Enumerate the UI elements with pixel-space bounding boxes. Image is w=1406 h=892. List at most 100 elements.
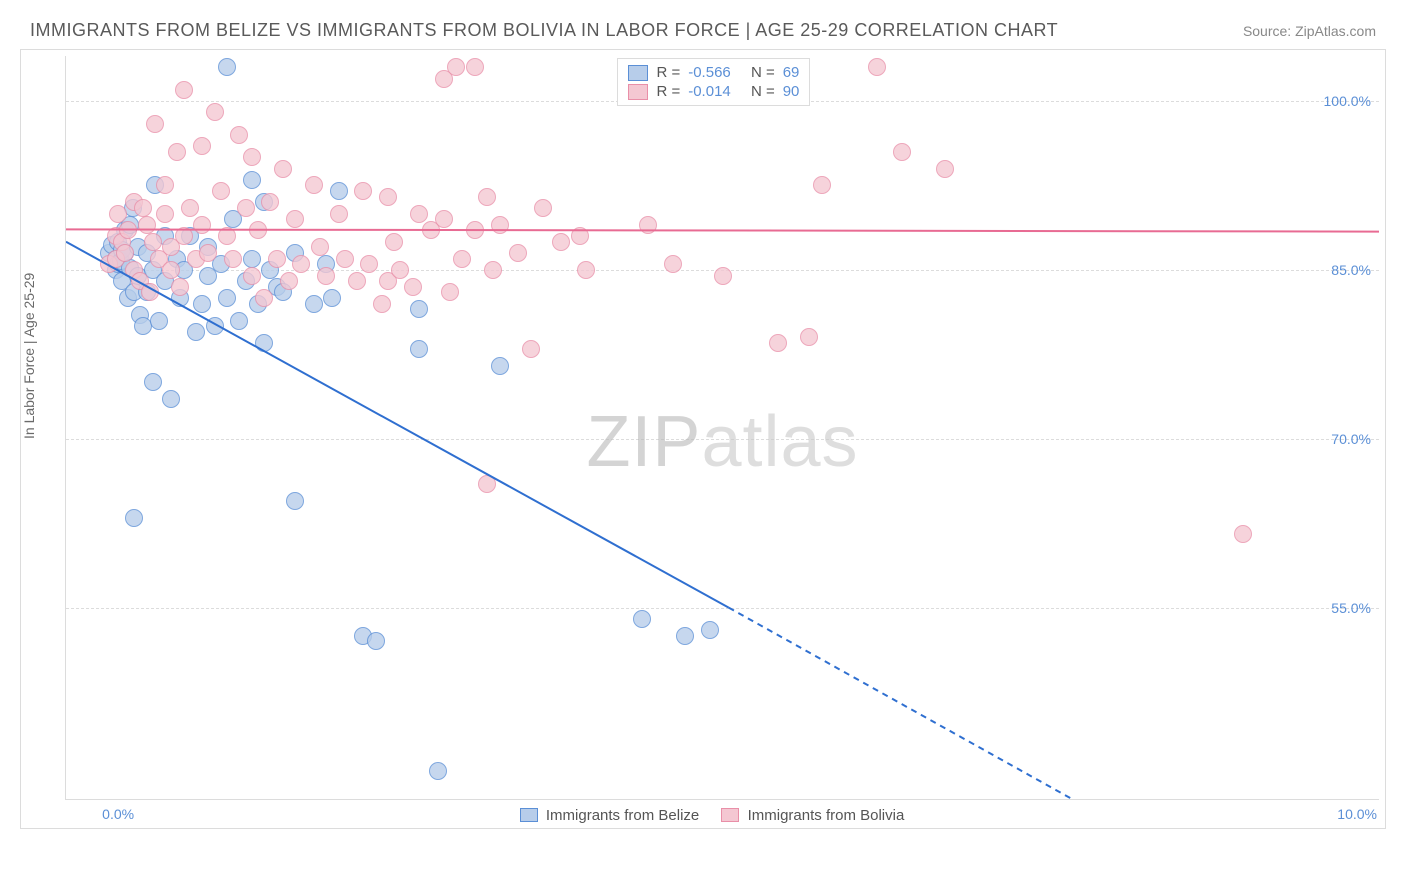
data-point-bolivia xyxy=(261,193,279,211)
data-point-bolivia xyxy=(116,244,134,262)
data-point-bolivia xyxy=(391,261,409,279)
data-point-belize xyxy=(633,610,651,628)
data-point-belize xyxy=(218,58,236,76)
data-point-bolivia xyxy=(168,143,186,161)
data-point-bolivia xyxy=(435,210,453,228)
data-point-belize xyxy=(230,312,248,330)
data-point-bolivia xyxy=(800,328,818,346)
data-point-bolivia xyxy=(1234,525,1252,543)
data-point-bolivia xyxy=(268,250,286,268)
data-point-bolivia xyxy=(336,250,354,268)
data-point-belize xyxy=(187,323,205,341)
data-point-bolivia xyxy=(385,233,403,251)
data-point-bolivia xyxy=(664,255,682,273)
data-point-belize xyxy=(410,300,428,318)
data-point-bolivia xyxy=(171,278,189,296)
data-point-belize xyxy=(193,295,211,313)
data-point-bolivia xyxy=(453,250,471,268)
data-point-belize xyxy=(144,373,162,391)
source-label: Source: ZipAtlas.com xyxy=(1243,23,1376,39)
data-point-bolivia xyxy=(134,199,152,217)
data-point-bolivia xyxy=(243,267,261,285)
data-point-bolivia xyxy=(305,176,323,194)
legend-label-belize: Immigrants from Belize xyxy=(546,807,699,824)
data-point-bolivia xyxy=(243,148,261,166)
data-point-bolivia xyxy=(144,233,162,251)
gridline xyxy=(66,439,1379,440)
data-point-bolivia xyxy=(447,58,465,76)
data-point-bolivia xyxy=(354,182,372,200)
data-point-bolivia xyxy=(119,221,137,239)
data-point-belize xyxy=(491,357,509,375)
n-value-belize: 69 xyxy=(783,64,800,81)
data-point-bolivia xyxy=(330,205,348,223)
data-point-bolivia xyxy=(109,205,127,223)
data-point-belize xyxy=(330,182,348,200)
swatch-belize-bottom xyxy=(520,808,538,822)
legend-label-bolivia: Immigrants from Bolivia xyxy=(748,807,905,824)
data-point-bolivia xyxy=(484,261,502,279)
data-point-bolivia xyxy=(813,176,831,194)
data-point-bolivia xyxy=(274,160,292,178)
plot-area: ZIPatlas R = -0.566 N = 69 R = -0.014 N … xyxy=(65,56,1379,800)
data-point-bolivia xyxy=(577,261,595,279)
data-point-bolivia xyxy=(162,261,180,279)
data-point-bolivia xyxy=(509,244,527,262)
data-point-bolivia xyxy=(379,188,397,206)
data-point-bolivia xyxy=(175,81,193,99)
data-point-bolivia xyxy=(373,295,391,313)
data-point-belize xyxy=(305,295,323,313)
chart-title: IMMIGRANTS FROM BELIZE VS IMMIGRANTS FRO… xyxy=(30,20,1058,41)
data-point-bolivia xyxy=(146,115,164,133)
r-value-bolivia: -0.014 xyxy=(688,83,731,100)
data-point-bolivia xyxy=(466,221,484,239)
data-point-belize xyxy=(255,334,273,352)
ytick-label: 70.0% xyxy=(1331,431,1371,447)
data-point-bolivia xyxy=(311,238,329,256)
data-point-belize xyxy=(701,621,719,639)
data-point-bolivia xyxy=(522,340,540,358)
data-point-belize xyxy=(243,250,261,268)
data-point-bolivia xyxy=(286,210,304,228)
data-point-belize xyxy=(323,289,341,307)
data-point-bolivia xyxy=(156,205,174,223)
r-value-belize: -0.566 xyxy=(688,64,731,81)
data-point-belize xyxy=(286,492,304,510)
ytick-label: 85.0% xyxy=(1331,262,1371,278)
data-point-belize xyxy=(218,289,236,307)
swatch-belize xyxy=(628,65,648,81)
data-point-bolivia xyxy=(193,137,211,155)
data-point-bolivia xyxy=(212,182,230,200)
chart-container: In Labor Force | Age 25-29 ZIPatlas R = … xyxy=(20,49,1386,829)
data-point-bolivia xyxy=(466,58,484,76)
data-point-belize xyxy=(243,171,261,189)
n-value-bolivia: 90 xyxy=(783,83,800,100)
data-point-bolivia xyxy=(571,227,589,245)
data-point-bolivia xyxy=(206,103,224,121)
data-point-bolivia xyxy=(410,205,428,223)
data-point-bolivia xyxy=(181,199,199,217)
data-point-bolivia xyxy=(404,278,422,296)
data-point-bolivia xyxy=(478,475,496,493)
data-point-belize xyxy=(410,340,428,358)
r-prefix: R = xyxy=(656,83,680,100)
ytick-label: 100.0% xyxy=(1324,93,1371,109)
xtick-1: 10.0% xyxy=(1337,806,1377,822)
data-point-belize xyxy=(676,627,694,645)
data-point-belize xyxy=(150,312,168,330)
ytick-label: 55.0% xyxy=(1331,600,1371,616)
data-point-bolivia xyxy=(156,176,174,194)
data-point-bolivia xyxy=(199,244,217,262)
data-point-bolivia xyxy=(218,227,236,245)
data-point-bolivia xyxy=(255,289,273,307)
data-point-bolivia xyxy=(769,334,787,352)
data-point-belize xyxy=(367,632,385,650)
data-point-bolivia xyxy=(868,58,886,76)
data-point-bolivia xyxy=(491,216,509,234)
data-point-belize xyxy=(125,509,143,527)
legend-top: R = -0.566 N = 69 R = -0.014 N = 90 xyxy=(617,58,810,106)
xtick-0: 0.0% xyxy=(102,806,134,822)
n-prefix: N = xyxy=(751,64,775,81)
data-point-bolivia xyxy=(138,216,156,234)
data-point-bolivia xyxy=(237,199,255,217)
